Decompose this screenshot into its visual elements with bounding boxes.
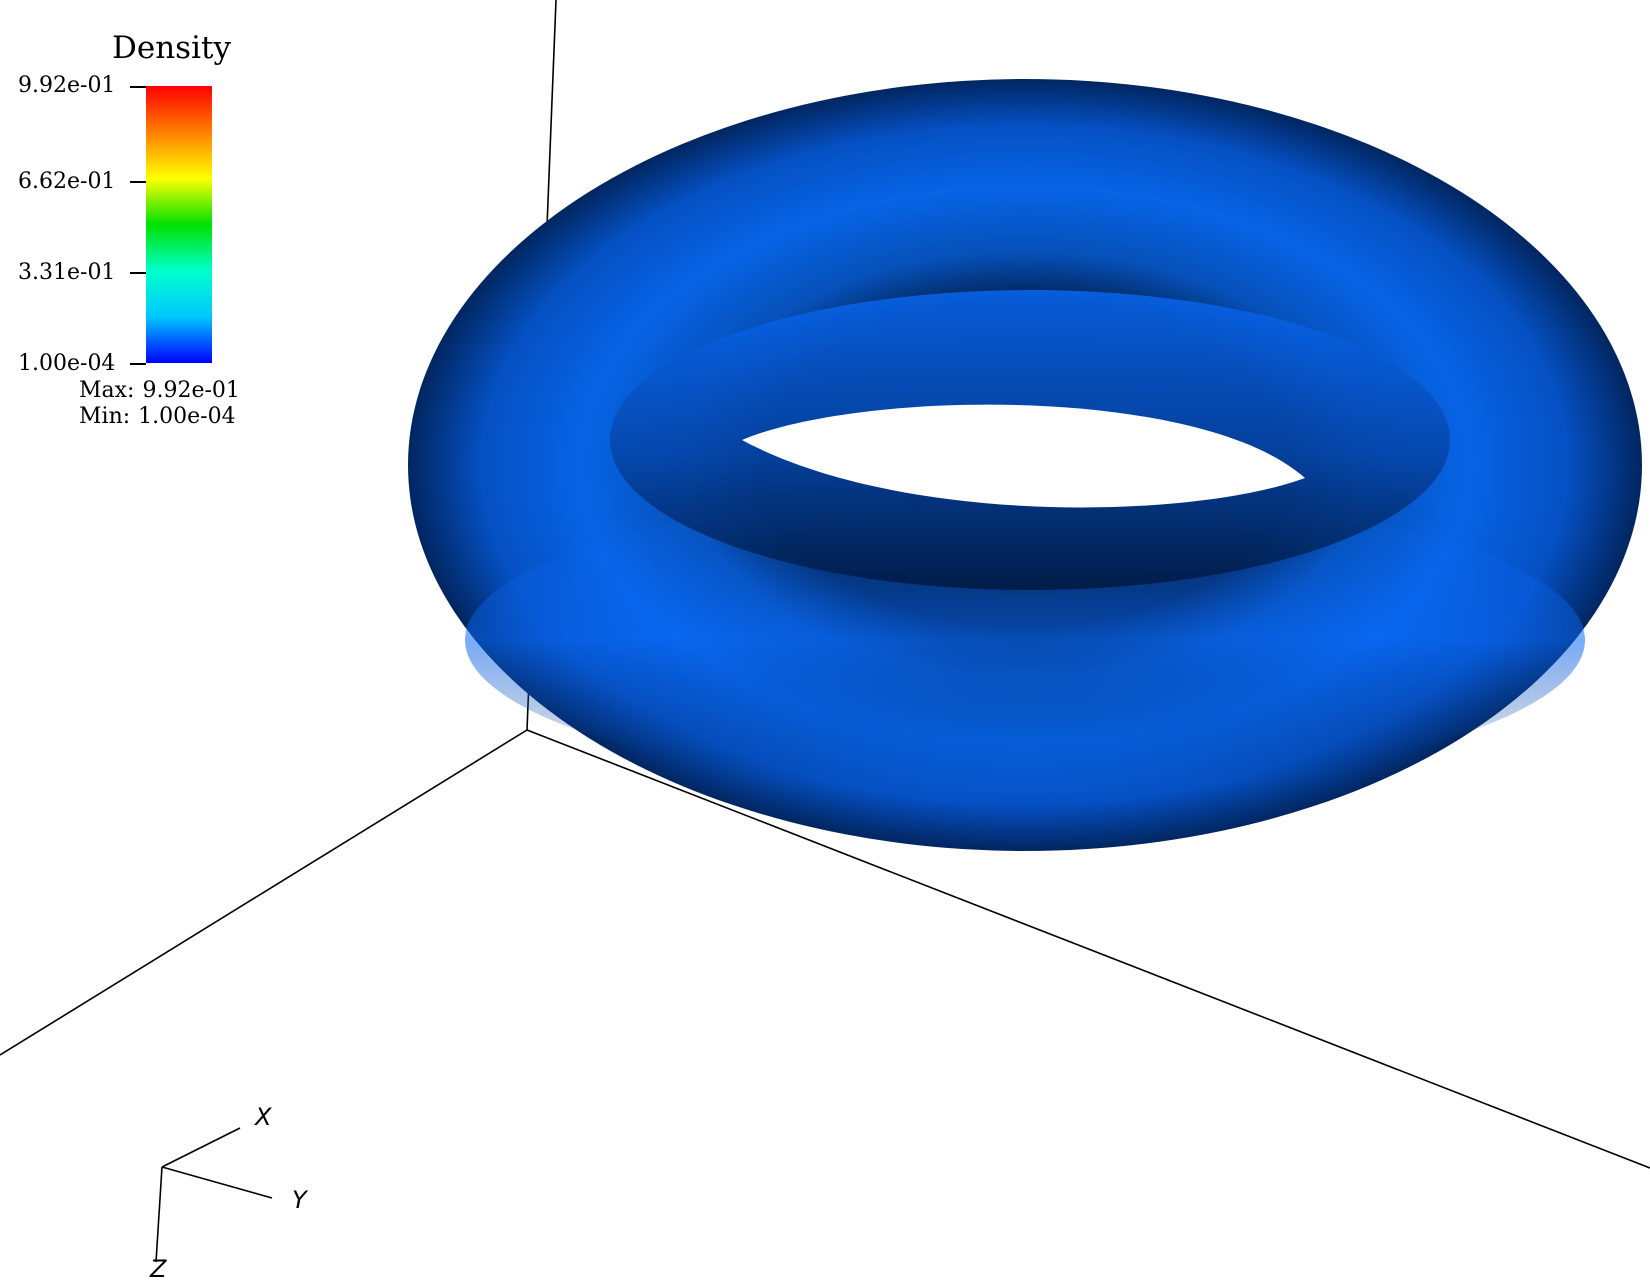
legend-tick-2: 6.62e-01 <box>18 169 116 194</box>
color-scale-bar <box>146 86 212 363</box>
orientation-triad <box>155 1127 273 1263</box>
legend-tick-max: 9.92e-01 <box>18 73 116 98</box>
axis-label-z: Z <box>150 1255 167 1282</box>
legend-tick-mark <box>130 272 146 274</box>
axis-label-x: X <box>255 1103 272 1131</box>
legend-tick-3: 3.31e-01 <box>18 260 116 285</box>
legend-min-label: Min: <box>79 404 131 429</box>
legend-max-label: Max: <box>79 378 135 403</box>
legend-tick-mark <box>130 181 146 183</box>
legend-max: Max: 9.92e-01 <box>79 380 248 402</box>
legend-max-value: 9.92e-01 <box>142 378 240 403</box>
legend-min: Min: 1.00e-04 <box>79 406 244 428</box>
torus-surface[interactable] <box>408 79 1642 851</box>
axis-label-y: Y <box>292 1186 307 1214</box>
legend-tick-min: 1.00e-04 <box>18 351 116 376</box>
legend-tick-mark <box>130 363 146 365</box>
legend-min-value: 1.00e-04 <box>138 404 236 429</box>
legend-title: Density <box>112 30 231 66</box>
legend-tick-mark <box>130 86 146 88</box>
